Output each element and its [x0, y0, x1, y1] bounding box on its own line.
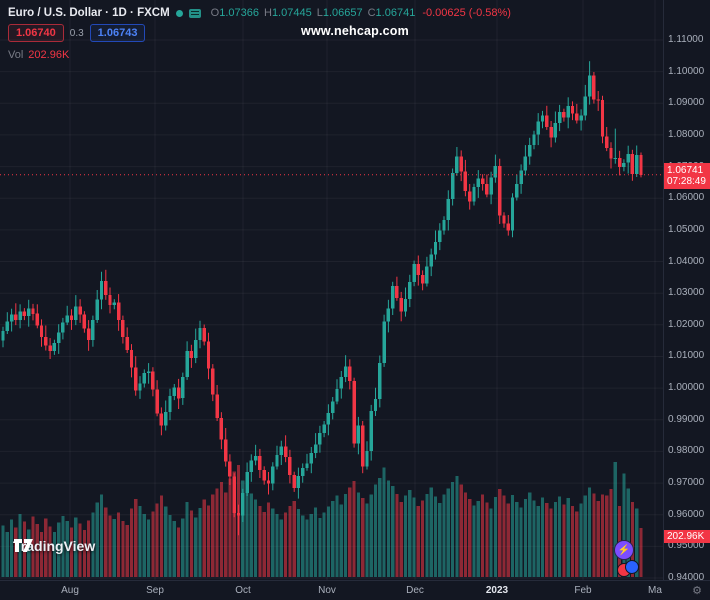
price-axis-label: 1.00000 [668, 382, 705, 394]
price-axis-label: 0.98000 [668, 445, 705, 457]
tradingview-logo-text: TradingView [13, 538, 96, 554]
buy-button[interactable]: 1.06743 [89, 24, 146, 42]
time-axis[interactable]: ⚙ Aug Sep Oct Nov Dec 2023 Feb Ma [0, 580, 710, 600]
price-axis-label: 1.11000 [668, 34, 704, 45]
price-axis-label: 1.03000 [668, 287, 705, 299]
close-value: 1.06741 [375, 7, 416, 19]
low-value: 1.06657 [322, 7, 363, 19]
price-axis-label: 0.99000 [668, 413, 705, 425]
change-value: -0.00625 (-0.58%) [422, 7, 511, 19]
time-axis-label: Feb [574, 585, 592, 596]
price-axis-label: 1.09000 [668, 97, 705, 109]
time-axis-label: 2023 [485, 585, 509, 596]
price-axis-label: 1.04000 [668, 255, 705, 267]
time-axis-label: Aug [61, 585, 79, 596]
last-price-value: 1.06741 [667, 164, 704, 176]
tradingview-logo-icon [14, 539, 33, 552]
spread-value: 0.3 [69, 27, 84, 39]
boost-bubble-button[interactable]: ⚡ [614, 540, 634, 560]
lightning-icon: ⚡ [617, 544, 631, 556]
high-label: H [263, 7, 272, 19]
time-axis-label: Dec [406, 585, 424, 596]
ohlc-values: O1.07366 H1.07445 L1.06657 C1.06741 -0.0… [211, 7, 511, 19]
close-label: C [367, 7, 376, 19]
price-axis-label: 0.97000 [668, 477, 705, 489]
high-value: 1.07445 [271, 7, 312, 19]
open-value: 1.07366 [219, 7, 259, 19]
price-axis-label: 1.08000 [668, 128, 705, 140]
price-axis-label: 1.10000 [668, 65, 705, 77]
price-axis-label: 0.95000 [668, 540, 705, 552]
volume-label[interactable]: Vol [8, 49, 24, 61]
time-axis-label: Oct [235, 585, 251, 596]
time-axis-label: Nov [318, 585, 336, 596]
open-label: O [210, 7, 220, 19]
time-axis-settings-icon[interactable]: ⚙ [692, 585, 702, 597]
watermark: www.nehcap.com [301, 24, 409, 38]
price-axis-label: 1.06000 [668, 192, 705, 204]
symbol-title[interactable]: Euro / U.S. Dollar · 1D · FXCM [8, 7, 170, 19]
chart-plot[interactable]: www.nehcap.com Euro / U.S. Dollar · 1D ·… [0, 0, 663, 580]
reactions-bubble-button[interactable] [617, 559, 639, 577]
volume-axis-badge: 202.96K [664, 530, 710, 543]
price-axis-label: 0.94000 [668, 572, 705, 583]
low-label: L [316, 7, 323, 19]
tradingview-logo[interactable]: TradingView [13, 538, 95, 554]
legend-menu-icon[interactable] [188, 8, 201, 18]
sell-button[interactable]: 1.06740 [8, 24, 64, 42]
time-axis-label: Ma [648, 585, 662, 596]
price-axis-label: 1.05000 [668, 223, 705, 235]
price-axis[interactable]: 1.06741 07:28:49 202.96K 1.11000 1.10000 1… [663, 0, 710, 583]
price-axis-label: 0.96000 [668, 508, 705, 520]
blue-reaction-icon [625, 560, 639, 574]
legend: Euro / U.S. Dollar · 1D · FXCM O1.07366 … [8, 7, 511, 61]
volume-value: 202.96K [28, 49, 70, 61]
market-status-dot-icon [175, 9, 183, 17]
price-axis-label: 1.02000 [668, 318, 705, 330]
last-price-badge: 1.06741 07:28:49 [664, 162, 710, 189]
bar-countdown: 07:28:49 [667, 175, 706, 187]
time-axis-label: Sep [146, 585, 164, 596]
price-axis-label: 1.01000 [668, 350, 705, 362]
candlestick-svg[interactable] [0, 0, 663, 580]
